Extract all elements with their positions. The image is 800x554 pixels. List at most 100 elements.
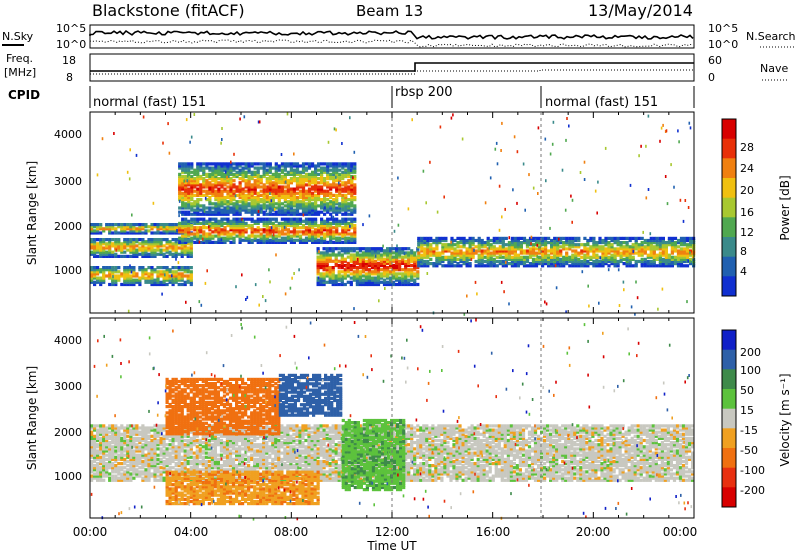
heatmap-cell [301, 238, 306, 242]
heatmap-cell [195, 468, 199, 472]
heatmap-cell [247, 217, 251, 221]
heatmap-cell [165, 246, 169, 250]
heatmap-cell [295, 172, 300, 176]
power-y-label: Slant Range [km] [25, 161, 39, 265]
heatmap-cell [304, 166, 309, 170]
heatmap-cell [126, 468, 130, 472]
heatmap-cell [90, 441, 94, 445]
heatmap-cell [250, 204, 254, 208]
heatmap-cell [423, 236, 427, 240]
heatmap-cell [486, 262, 490, 266]
heatmap-cell [420, 245, 424, 249]
heatmap-cell [211, 230, 215, 234]
heatmap-cell [111, 478, 115, 482]
heatmap-cell [550, 257, 554, 261]
heatmap-cell [193, 181, 197, 185]
heatmap-cell [153, 436, 157, 440]
heatmap-cell [364, 282, 368, 287]
heatmap-cell [193, 210, 197, 214]
heatmap-cell [337, 259, 341, 263]
heatmap-noise-cell [618, 304, 621, 307]
heatmap-cell [320, 170, 324, 174]
heatmap-cell [105, 223, 109, 227]
heatmap-cell [592, 264, 596, 268]
heatmap-cell [187, 170, 191, 174]
heatmap-cell [90, 466, 94, 470]
heatmap-cell [320, 187, 324, 191]
heatmap-cell [401, 282, 405, 287]
heatmap-noise-cell [302, 213, 305, 217]
heatmap-cell [286, 191, 290, 195]
heatmap-cell [364, 274, 368, 278]
colorbar-block [722, 217, 736, 238]
heatmap-cell [349, 266, 353, 270]
heatmap-cell [256, 181, 260, 185]
heatmap-cell [196, 217, 200, 221]
heatmap-cell [247, 162, 251, 166]
heatmap-cell [304, 198, 309, 202]
heatmap-cell [311, 193, 315, 197]
heatmap-cell [550, 264, 554, 268]
heatmap-cell [250, 230, 254, 234]
heatmap-noise-cell [260, 210, 263, 214]
heatmap-cell [93, 472, 97, 476]
heatmap-cell [102, 280, 106, 284]
heatmap-cell [244, 170, 248, 174]
heatmap-cell [105, 472, 109, 476]
heatmap-cell [217, 226, 221, 230]
heatmap-cell [298, 238, 303, 242]
heatmap-cell [304, 217, 309, 221]
heatmap-cell [280, 193, 284, 197]
heatmap-cell [676, 249, 681, 253]
heatmap-cell [538, 247, 542, 251]
heatmap-cell [120, 225, 124, 229]
velocity-heatmap-cells [90, 318, 695, 521]
heatmap-cell [541, 236, 545, 240]
heatmap-cell [217, 234, 221, 238]
heatmap-cell [329, 224, 333, 228]
heatmap-cell [295, 198, 300, 202]
heatmap-noise-cell [221, 138, 223, 141]
heatmap-cell [328, 268, 332, 272]
heatmap-cell [510, 255, 514, 259]
heatmap-cell [159, 250, 163, 254]
heatmap-noise-cell [397, 223, 400, 227]
heatmap-cell [404, 276, 408, 280]
heatmap-cell [220, 204, 224, 208]
heatmap-cell [181, 168, 185, 172]
heatmap-cell [277, 179, 281, 183]
heatmap-cell [280, 195, 284, 200]
heatmap-cell [150, 223, 154, 227]
heatmap-cell [580, 264, 584, 268]
heatmap-noise-cell [537, 192, 539, 195]
heatmap-cell [208, 162, 212, 166]
heatmap-cell [153, 472, 157, 476]
heatmap-cell [229, 236, 233, 240]
heatmap-cell [205, 166, 209, 170]
heatmap-cell [395, 247, 399, 251]
velocity-panel: Slant Range [km] 1000 2000 3000 4000 [25, 317, 695, 521]
heatmap-cell [165, 238, 169, 242]
heatmap-cell [661, 262, 665, 266]
heatmap-cell [171, 449, 175, 453]
heatmap-cell [108, 426, 112, 430]
heatmap-cell [123, 436, 127, 440]
heatmap-cell [332, 221, 336, 225]
heatmap-noise-cell [687, 206, 690, 209]
heatmap-cell [332, 164, 336, 168]
heatmap-cell [292, 170, 296, 174]
heatmap-cell [135, 250, 139, 254]
heatmap-cell [289, 219, 293, 223]
heatmap-cell [162, 436, 166, 440]
heatmap-cell [256, 200, 260, 204]
heatmap-cell [456, 249, 460, 253]
heatmap-cell [450, 257, 454, 261]
heatmap-cell [344, 230, 348, 234]
heatmap-cell [398, 263, 402, 268]
heatmap-cell [96, 476, 100, 480]
heatmap-cell [271, 191, 275, 195]
heatmap-noise-cell [178, 199, 181, 203]
heatmap-cell [190, 206, 194, 210]
heatmap-cell [601, 257, 605, 261]
heatmap-cell [341, 212, 345, 216]
